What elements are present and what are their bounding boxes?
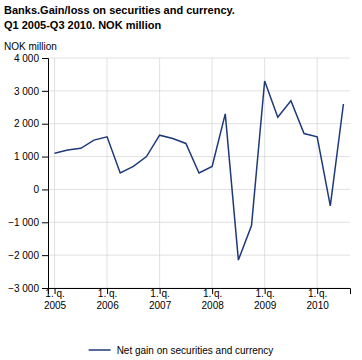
y-tick-label: 1 000 — [14, 151, 39, 162]
x-tick: 1. q.2007 — [149, 288, 172, 311]
x-tick: 1. q.2009 — [254, 288, 277, 311]
x-tick-label-line: 1. q. — [308, 288, 327, 299]
legend-label: Net gain on securities and currency — [117, 345, 274, 356]
grid — [48, 58, 350, 288]
y-tick-label: −3 000 — [8, 283, 39, 294]
y-grid-line — [48, 255, 350, 256]
x-tick: 1. q.2008 — [202, 288, 225, 311]
y-axis: −3 000 −2 000 −1 000 0 1 000 2 000 3 000 4 000 — [8, 53, 48, 294]
x-tick-label-line: 1. q. — [255, 288, 274, 299]
y-grid-line — [48, 90, 350, 91]
legend-swatch — [89, 349, 111, 351]
x-tick-label-line: 1. q. — [98, 288, 117, 299]
x-axis: 1. q.20051. q.20061. q.20071. q.20081. q… — [44, 288, 351, 311]
y-tick: −3 000 — [8, 283, 48, 294]
x-tick-label-line: 2005 — [44, 300, 67, 311]
x-tick-label: 1. q.2007 — [149, 288, 172, 311]
plot: −3 000 −2 000 −1 000 0 1 000 2 000 3 000 4 000 1… — [8, 53, 350, 311]
y-tick: 1 000 — [14, 151, 48, 162]
x-tick-label-line: 2007 — [149, 300, 172, 311]
x-tick: 1. q.2005 — [44, 288, 67, 311]
y-tick-mark — [42, 91, 48, 92]
y-tick: −1 000 — [8, 217, 48, 228]
x-tick-label-line: 1. q. — [203, 288, 222, 299]
marks — [55, 81, 344, 260]
x-tick-label-line: 1. q. — [45, 288, 64, 299]
y-tick-label: −1 000 — [8, 217, 39, 228]
x-grid-line — [107, 58, 108, 288]
x-tick-label: 1. q.2010 — [307, 288, 330, 311]
x-tick-label-line: 2006 — [96, 300, 119, 311]
y-axis-label: NOK million — [4, 41, 57, 52]
subtitle: Q1 2005-Q3 2010. NOK million — [4, 19, 161, 31]
x-grid-line — [317, 58, 318, 288]
x-tick: 1. q.2010 — [307, 288, 330, 311]
x-tick-label-line: 2008 — [202, 300, 225, 311]
y-tick-label: 3 000 — [14, 86, 39, 97]
x-grid-line — [212, 58, 213, 288]
y-tick-label: 4 000 — [14, 53, 39, 64]
y-axis-line — [42, 59, 49, 289]
y-tick-mark — [42, 58, 48, 59]
x-tick: 1. q.2006 — [96, 288, 119, 311]
x-tick-label-line: 2009 — [254, 300, 277, 311]
x-tick-label: 1. q.2006 — [96, 288, 119, 311]
y-tick-label: −2 000 — [8, 250, 39, 261]
y-tick-label: 2 000 — [14, 118, 39, 129]
y-grid-line — [48, 156, 350, 157]
x-tick-label: 1. q.2005 — [44, 288, 67, 311]
x-tick-label-line: 1. q. — [150, 288, 169, 299]
x-grid-line — [54, 58, 55, 288]
x-axis-line — [49, 289, 351, 295]
y-tick-mark — [42, 189, 48, 190]
line — [55, 81, 344, 260]
legend-item: Net gain on securities and currency — [89, 345, 274, 356]
x-tick-label: 1. q.2008 — [202, 288, 225, 311]
y-tick-mark — [42, 124, 48, 125]
x-grid-line — [159, 58, 160, 288]
y-tick: 0 — [33, 184, 48, 195]
y-tick: 2 000 — [14, 118, 48, 129]
y-tick-mark — [42, 157, 48, 158]
y-grid-line — [48, 222, 350, 223]
y-tick-mark — [42, 255, 48, 256]
y-tick: −2 000 — [8, 250, 48, 261]
legend: Net gain on securities and currency — [89, 345, 274, 356]
title: Banks.Gain/loss on securities and curren… — [4, 4, 235, 16]
y-tick-mark — [42, 222, 48, 223]
x-tick-label: 1. q.2009 — [254, 288, 277, 311]
y-grid-line — [48, 189, 350, 190]
y-grid-line — [48, 58, 350, 59]
chart: Banks.Gain/loss on securities and curren… — [0, 0, 362, 360]
y-tick-label: 0 — [33, 184, 39, 195]
y-grid-line — [48, 123, 350, 124]
y-tick: 4 000 — [14, 53, 48, 64]
x-tick-label-line: 2010 — [307, 300, 330, 311]
y-tick: 3 000 — [14, 86, 48, 97]
